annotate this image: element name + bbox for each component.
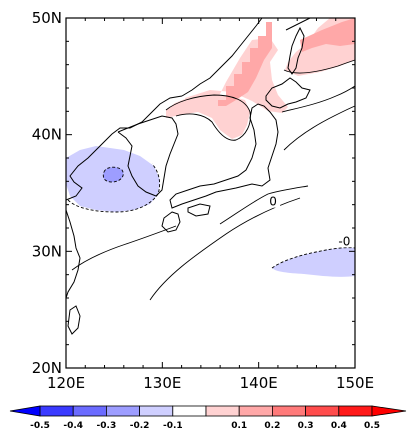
colorbar-segment (338, 405, 373, 417)
lon-label: 150E (336, 374, 374, 392)
coastlines (65, 17, 311, 335)
colorbar-tick-label: -0.4 (63, 421, 83, 431)
coast-kyushu (161, 211, 181, 233)
coast-far-east (285, 17, 311, 31)
positive-anomaly-sakhalin-dark (300, 18, 355, 52)
map-frame (65, 17, 356, 369)
positive-anomaly-dark-blocks (218, 22, 272, 106)
lon-label: 140E (240, 374, 278, 392)
longitude-labels: 120E 130E 140E 150E (47, 374, 374, 392)
coast-hokkaido (265, 77, 311, 109)
lat-label: 20N (32, 359, 62, 377)
coast-russia-east (181, 17, 263, 97)
coast-sakhalin (287, 26, 305, 75)
coast-korea (117, 115, 179, 197)
latitude-labels: 50N 40N 30N 20N (32, 9, 62, 377)
contour-label-bg (337, 235, 352, 248)
positive-anomaly-japan-sea (166, 95, 250, 139)
zero-contour-pacific-north (281, 85, 356, 113)
anomaly-shading (66, 18, 355, 277)
coast-taiwan (67, 305, 81, 335)
colorbar-segment (72, 405, 107, 417)
colorbar-segment (39, 405, 74, 417)
zero-contour-northwest (165, 94, 251, 141)
zero-contour-south (71, 225, 177, 271)
colorbar-segment (271, 405, 306, 417)
lat-label: 50N (32, 9, 62, 27)
coast-honshu (169, 103, 279, 209)
colorbar-segment (139, 405, 174, 417)
lat-label: 30N (32, 242, 62, 260)
colorbar-tick-label: -0.1 (163, 421, 183, 431)
colorbar-segment (172, 405, 207, 417)
negative-anomaly-east (272, 247, 355, 277)
lon-label: 120E (47, 374, 85, 392)
colorbar-segment (106, 405, 141, 417)
zero-contour-east-japan (283, 105, 356, 151)
colorbar: -0.5 -0.4 -0.3 -0.2 -0.1 0.1 0.2 0.3 0.4 0.5 (9, 405, 407, 431)
negative-contour-lines (67, 163, 356, 269)
neg-contour-yellow-sea (67, 163, 161, 213)
coast-china-north (65, 95, 183, 201)
lon-label: 130E (143, 374, 181, 392)
contour-label: 0 (269, 195, 277, 209)
colorbar-tick-label: -0.2 (130, 421, 150, 431)
contour-label: -0 (338, 234, 350, 248)
colorbar-segment (305, 405, 340, 417)
colorbar-tick-label: -0.5 (30, 421, 50, 431)
zero-contour-pacific-south (149, 197, 301, 301)
neg-contour-east (271, 247, 356, 269)
coast-shikoku (187, 203, 211, 217)
contour-label-group: 0 -0 (266, 195, 352, 248)
colorbar-tick-label: 0.3 (298, 421, 314, 431)
axis-ticks (65, 17, 356, 369)
lat-label: 40N (32, 126, 62, 144)
colorbar-tick-label: 0.2 (264, 421, 280, 431)
colorbar-segment (238, 405, 273, 417)
zero-contour-japan-sea-north (283, 59, 356, 74)
colorbar-tick-label: 0.1 (231, 421, 247, 431)
colorbar-segment (205, 405, 240, 417)
negative-anomaly-yellow-sea-core (103, 167, 124, 182)
zero-contour-kuroshio (219, 185, 309, 225)
coast-china-south (65, 209, 81, 299)
colorbar-arrow-right (371, 405, 407, 417)
neg-contour-yellow-sea-core (102, 166, 124, 183)
colorbar-arrow-left (9, 405, 41, 417)
colorbar-tick-label: 0.5 (364, 421, 380, 431)
colorbar-tick-label: -0.3 (97, 421, 117, 431)
contour-label-bg (266, 195, 281, 208)
colorbar-tick-label: 0.4 (331, 421, 347, 431)
